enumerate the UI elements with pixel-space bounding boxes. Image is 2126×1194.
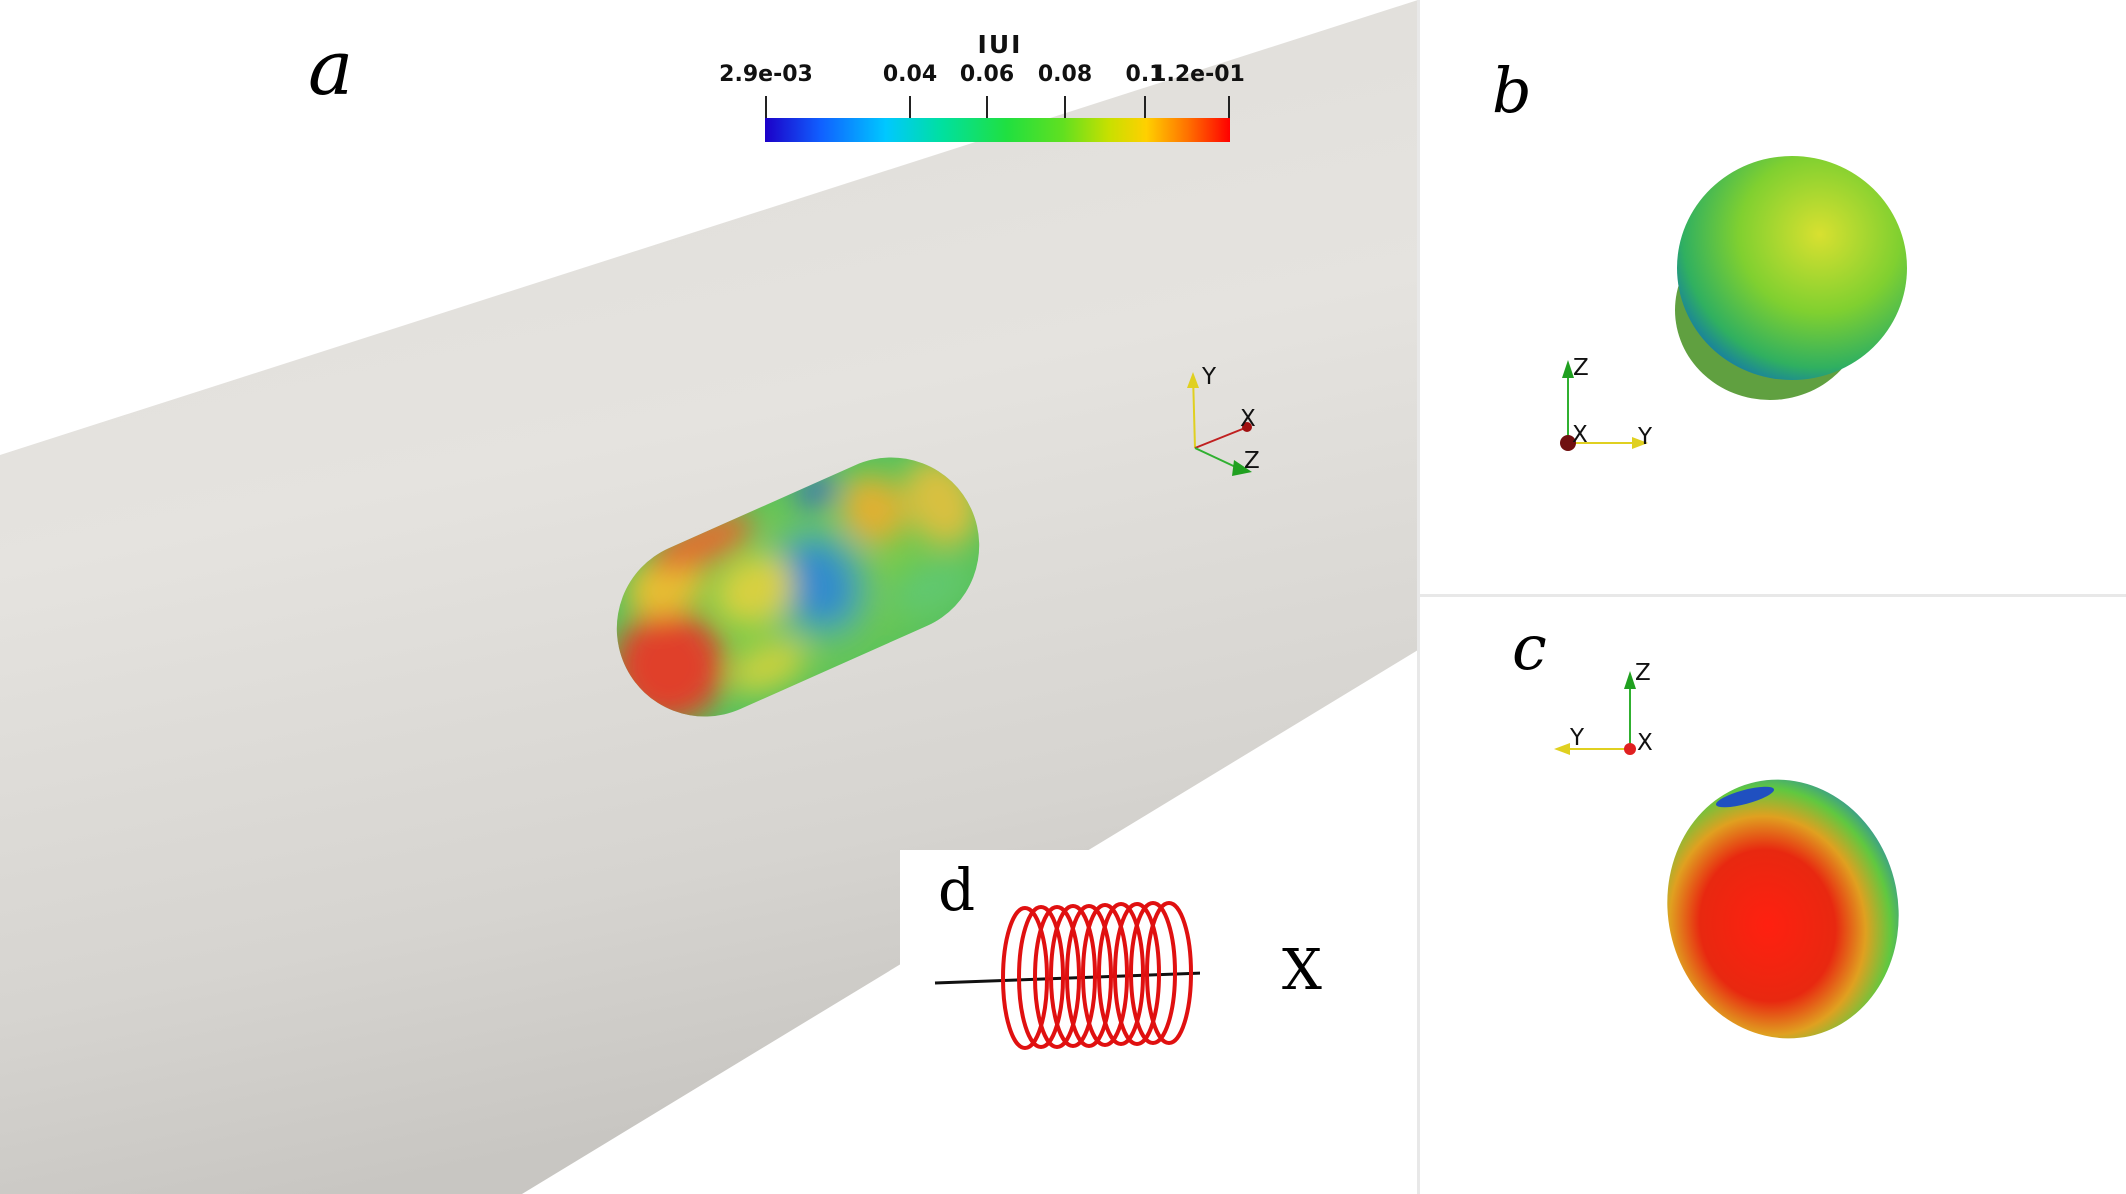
triad-c-x-label: X: [1637, 730, 1653, 756]
color-bar-tickmark: [1144, 96, 1146, 118]
cylinder-view: [0, 0, 1418, 1194]
triad-c-y-label: Y: [1570, 725, 1585, 751]
color-bar-tickmark: [1228, 96, 1230, 118]
panel-c-view: c Z Y X: [1420, 597, 2126, 1194]
color-bar-gradient: [765, 118, 1230, 142]
color-bar-tick: 2.9e-03: [719, 62, 813, 87]
color-bar-tick: 0.1: [1125, 62, 1165, 87]
panel-d-label: d: [938, 856, 976, 924]
color-bar-title: IUI: [977, 30, 1023, 59]
triad-b-z-label: Z: [1573, 355, 1589, 381]
color-bar-tickmark: [765, 96, 767, 118]
triad-a-x-label: X: [1240, 406, 1256, 432]
color-bar-tick: 0.08: [1037, 62, 1093, 87]
color-bar-tick: 0.06: [959, 62, 1015, 87]
color-bar-tick: 0.04: [882, 62, 938, 87]
color-bar-tickmark: [986, 96, 988, 118]
panel-a-main-view: Y X Z a IUI 2.9e-03 0.04 0.06 0.08 0.1 1…: [0, 0, 1418, 1194]
horizontal-divider: [1420, 594, 2126, 597]
panel-d-axis-label: X: [1282, 938, 1322, 1003]
drop-view-c: [1554, 671, 1899, 1039]
drop-view-b: [1560, 156, 1907, 451]
panel-b-view: b Z X Y: [1420, 0, 2126, 594]
triad-a-z-label: Z: [1244, 448, 1260, 474]
panel-a-label: a: [308, 23, 354, 112]
color-bar-tickmark: [1064, 96, 1066, 118]
panel-c-label: c: [1512, 611, 1547, 684]
axes-triad-b: [1560, 360, 1648, 451]
deformed-capsule: [588, 429, 1008, 745]
triad-b-x-label: X: [1572, 422, 1588, 448]
triad-b-y-label: Y: [1638, 424, 1653, 450]
axes-triad-a: [1187, 372, 1252, 476]
panel-b-label: b: [1492, 54, 1532, 127]
color-bar-legend: IUI 2.9e-03 0.04 0.06 0.08 0.1 1.2e-01: [719, 22, 1245, 142]
vertical-divider: [1417, 0, 1420, 1194]
triad-c-z-label: Z: [1635, 660, 1651, 686]
panel-d-trajectory-inset: d X: [900, 850, 1322, 1194]
color-bar-tick: 1.2e-01: [1151, 62, 1245, 87]
axes-triad-c: [1554, 671, 1636, 755]
color-bar-tickmark: [909, 96, 911, 118]
helix-trajectory: [934, 901, 1200, 1050]
triad-a-y-label: Y: [1202, 364, 1217, 390]
